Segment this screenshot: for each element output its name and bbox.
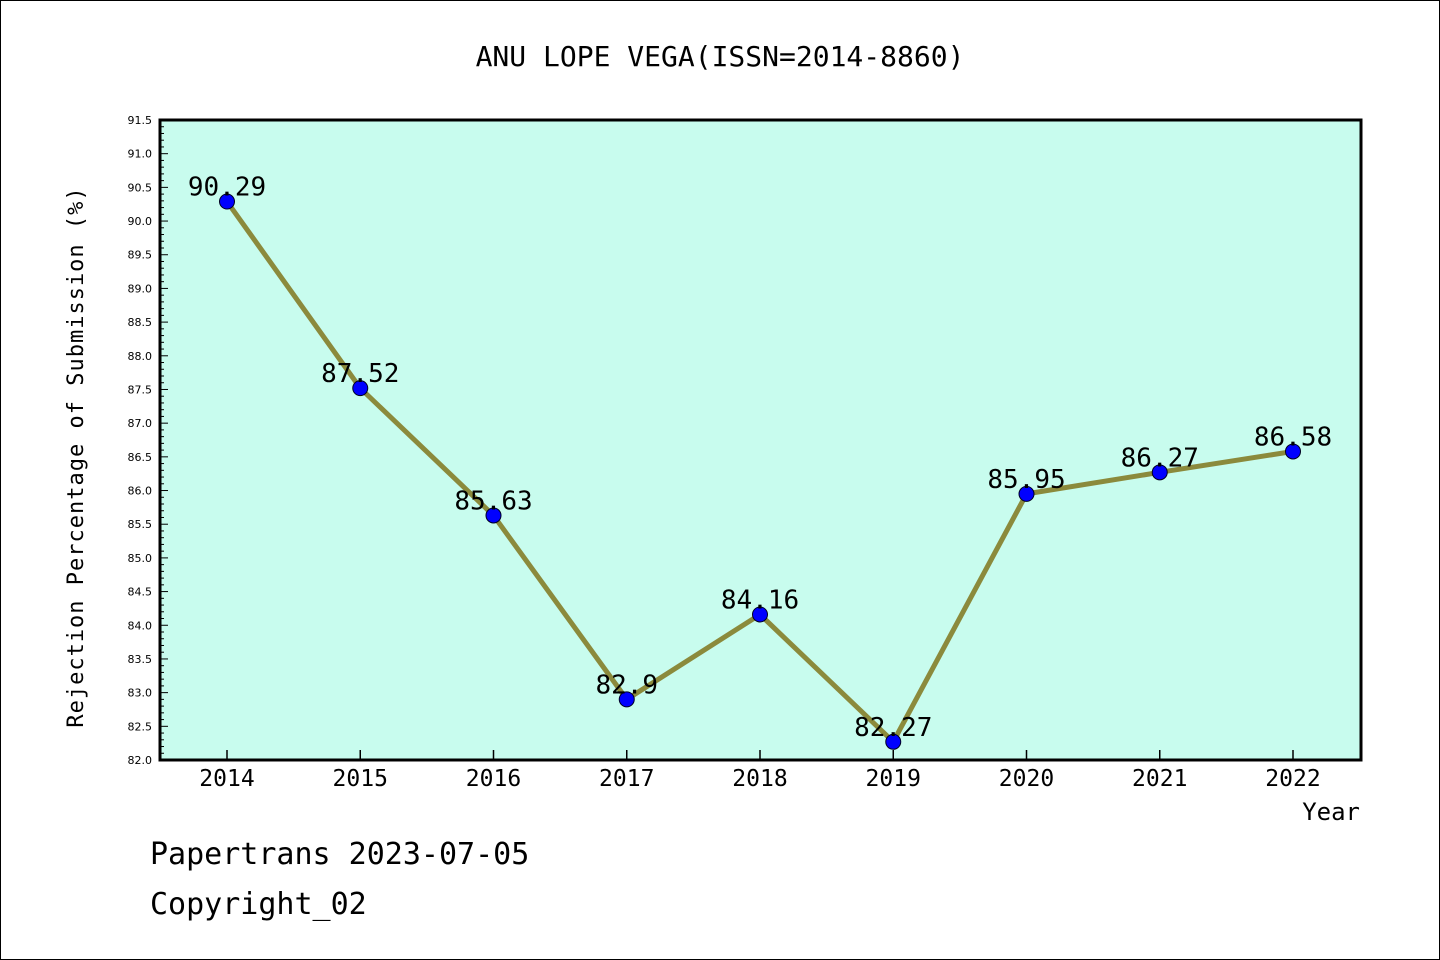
y-axis: 82.0 82.5 83.0 83.5 84.0 84.5 85.0 85.5 86.0 86.5… <box>128 114 168 767</box>
data-point <box>1285 443 1301 460</box>
footer-copyright: Copyright_02 <box>150 887 367 922</box>
data-label: 84.16 <box>721 585 799 615</box>
chart-title: ANU LOPE VEGA(ISSN=2014-8860) <box>476 40 965 73</box>
y-tick-label: 82.0 <box>128 754 153 767</box>
x-tick-label: 2020 <box>999 766 1054 792</box>
y-tick-label: 83.5 <box>128 653 153 666</box>
data-label: 90.29 <box>188 173 266 203</box>
y-tick-label: 87.0 <box>128 417 153 430</box>
y-tick-label: 85.5 <box>128 518 153 531</box>
data-label: 85.63 <box>454 486 532 516</box>
y-tick-label: 84.5 <box>128 586 153 599</box>
x-tick-label: 2015 <box>333 766 388 792</box>
y-tick-label: 85.0 <box>128 552 153 565</box>
x-tick-label: 2022 <box>1265 766 1320 792</box>
data-point <box>1151 464 1168 481</box>
y-tick-label: 89.5 <box>128 249 153 262</box>
data-point <box>1018 485 1035 502</box>
data-label: 87.52 <box>321 359 399 389</box>
data-point <box>352 380 369 397</box>
y-tick-label: 88.0 <box>128 350 153 363</box>
y-tick-label: 90.0 <box>128 215 153 228</box>
y-tick-label: 91.0 <box>128 148 153 161</box>
y-tick-label: 86.5 <box>128 451 153 464</box>
data-point <box>485 507 502 524</box>
x-tick-label: 2019 <box>866 766 921 792</box>
data-point <box>618 691 635 708</box>
data-label: 86.27 <box>1121 443 1199 473</box>
y-tick-label: 83.0 <box>128 687 153 700</box>
x-tick-label: 2017 <box>599 766 654 792</box>
y-tick-label: 84.0 <box>128 619 153 632</box>
x-axis: 2014 2015 2016 2017 2018 2019 2020 2021 2022 <box>199 750 1321 792</box>
data-point <box>219 193 235 210</box>
y-axis-label: Rejection Percentage of Submission (%) <box>64 186 89 727</box>
y-tick-label: 87.5 <box>128 383 153 396</box>
series-group: 90.29 87.52 85.63 82.9 84.16 82.27 85.95 86.27 8… <box>188 173 1332 750</box>
plot-border <box>158 118 1363 762</box>
plot-area <box>160 120 1361 760</box>
data-label: 86.58 <box>1254 422 1332 452</box>
y-tick-label: 86.0 <box>128 485 153 498</box>
x-tick-label: 2014 <box>199 766 254 792</box>
data-point <box>752 606 768 623</box>
x-tick-label: 2016 <box>466 766 521 792</box>
data-point <box>885 733 902 750</box>
data-label: 82.9 <box>595 670 658 700</box>
x-tick-label: 2018 <box>732 766 787 792</box>
data-label: 85.95 <box>987 465 1065 495</box>
y-tick-label: 90.5 <box>128 181 153 194</box>
x-tick-label: 2021 <box>1132 766 1187 792</box>
data-label: 82.27 <box>854 713 932 743</box>
y-tick-label: 89.0 <box>128 282 153 295</box>
footer-date: Papertrans 2023-07-05 <box>150 837 529 872</box>
y-tick-label: 91.5 <box>128 114 153 127</box>
y-tick-label: 88.5 <box>128 316 153 329</box>
y-tick-label: 82.5 <box>128 720 153 733</box>
x-axis-label: Year <box>1302 798 1360 826</box>
